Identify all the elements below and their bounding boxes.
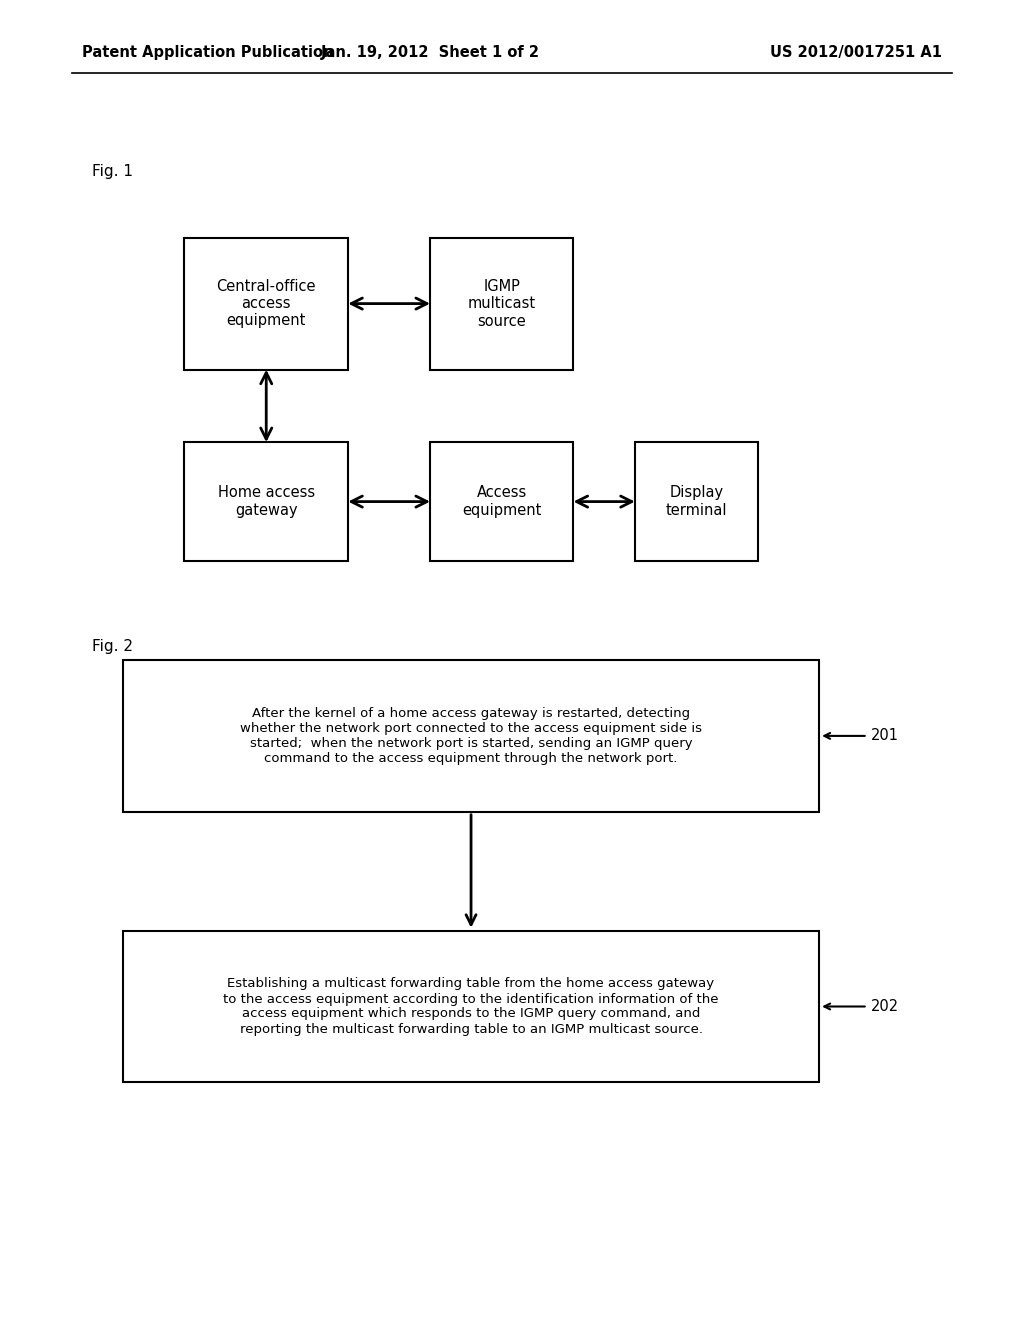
Text: Jan. 19, 2012  Sheet 1 of 2: Jan. 19, 2012 Sheet 1 of 2 [321, 45, 540, 61]
Text: Fig. 2: Fig. 2 [92, 639, 133, 655]
Text: Central-office
access
equipment: Central-office access equipment [216, 279, 316, 329]
Text: Home access
gateway: Home access gateway [218, 486, 314, 517]
FancyBboxPatch shape [430, 238, 573, 370]
Text: IGMP
multicast
source: IGMP multicast source [468, 279, 536, 329]
Text: 201: 201 [824, 729, 898, 743]
Text: Fig. 1: Fig. 1 [92, 164, 133, 180]
Text: Patent Application Publication: Patent Application Publication [82, 45, 334, 61]
Text: 202: 202 [824, 999, 898, 1014]
FancyBboxPatch shape [123, 660, 819, 812]
FancyBboxPatch shape [635, 442, 758, 561]
Text: Access
equipment: Access equipment [462, 486, 542, 517]
FancyBboxPatch shape [184, 442, 348, 561]
Text: US 2012/0017251 A1: US 2012/0017251 A1 [770, 45, 942, 61]
FancyBboxPatch shape [430, 442, 573, 561]
FancyBboxPatch shape [184, 238, 348, 370]
Text: Display
terminal: Display terminal [666, 486, 727, 517]
Text: After the kernel of a home access gateway is restarted, detecting
whether the ne: After the kernel of a home access gatewa… [240, 708, 702, 764]
FancyBboxPatch shape [123, 931, 819, 1082]
Text: Establishing a multicast forwarding table from the home access gateway
to the ac: Establishing a multicast forwarding tabl… [223, 978, 719, 1035]
